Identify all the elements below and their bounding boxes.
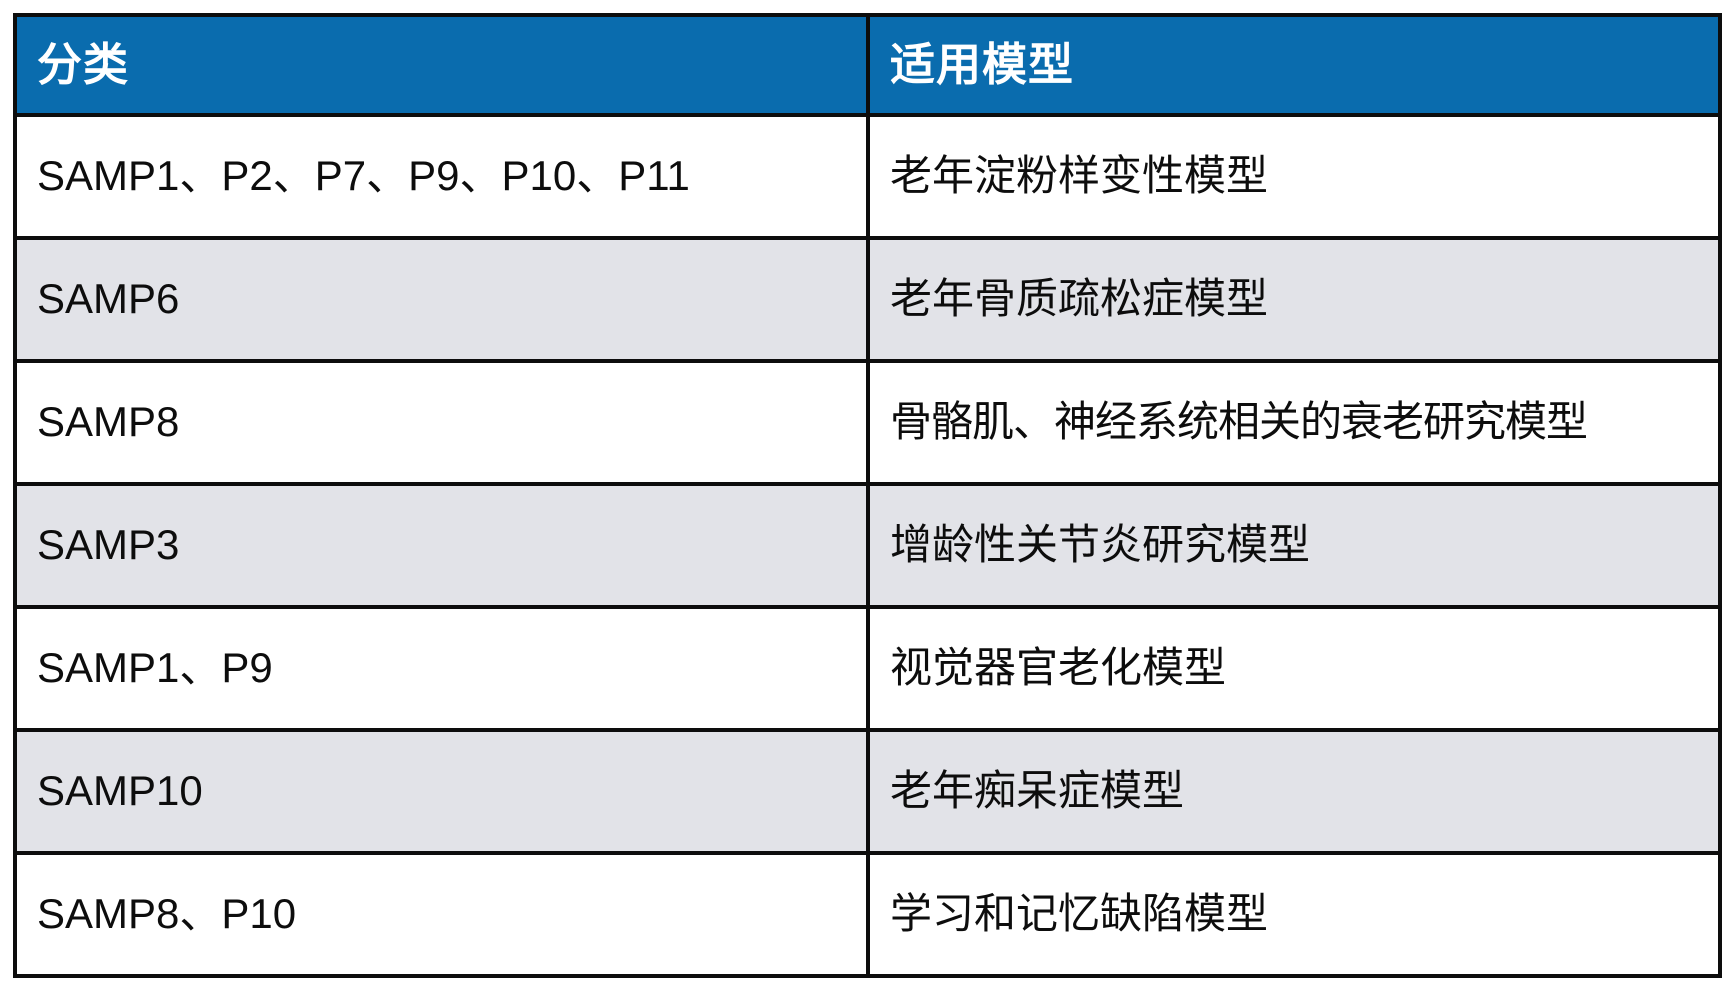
cell-model: 视觉器官老化模型 [866,605,1722,732]
cell-model: 骨骼肌、神经系统相关的衰老研究模型 [866,359,1722,486]
cell-category: SAMP6 [13,236,870,363]
cell-model: 老年骨质疏松症模型 [866,236,1722,363]
column-header-model: 适用模型 [866,13,1722,117]
table-row: SAMP3 增龄性关节炎研究模型 [13,482,1722,609]
table-header-row: 分类 适用模型 [13,13,1722,117]
table-row: SAMP8、P10 学习和记忆缺陷模型 [13,851,1722,978]
table-row: SAMP1、P9 视觉器官老化模型 [13,605,1722,732]
column-header-category: 分类 [13,13,870,117]
cell-model: 学习和记忆缺陷模型 [866,851,1722,978]
table-header: 分类 适用模型 [13,13,1722,117]
cell-category: SAMP10 [13,728,870,855]
cell-category: SAMP1、P9 [13,605,870,732]
table-body: SAMP1、P2、P7、P9、P10、P11 老年淀粉样变性模型 SAMP6 老… [13,113,1722,978]
classification-model-table: 分类 适用模型 SAMP1、P2、P7、P9、P10、P11 老年淀粉样变性模型… [13,13,1722,978]
table-row: SAMP1、P2、P7、P9、P10、P11 老年淀粉样变性模型 [13,113,1722,240]
cell-category: SAMP3 [13,482,870,609]
cell-category: SAMP1、P2、P7、P9、P10、P11 [13,113,870,240]
table-row: SAMP6 老年骨质疏松症模型 [13,236,1722,363]
cell-model: 老年痴呆症模型 [866,728,1722,855]
table-row: SAMP8 骨骼肌、神经系统相关的衰老研究模型 [13,359,1722,486]
cell-model: 老年淀粉样变性模型 [866,113,1722,240]
table-row: SAMP10 老年痴呆症模型 [13,728,1722,855]
cell-category: SAMP8 [13,359,870,486]
model-table-container: 分类 适用模型 SAMP1、P2、P7、P9、P10、P11 老年淀粉样变性模型… [13,13,1722,978]
cell-category: SAMP8、P10 [13,851,870,978]
cell-model: 增龄性关节炎研究模型 [866,482,1722,609]
